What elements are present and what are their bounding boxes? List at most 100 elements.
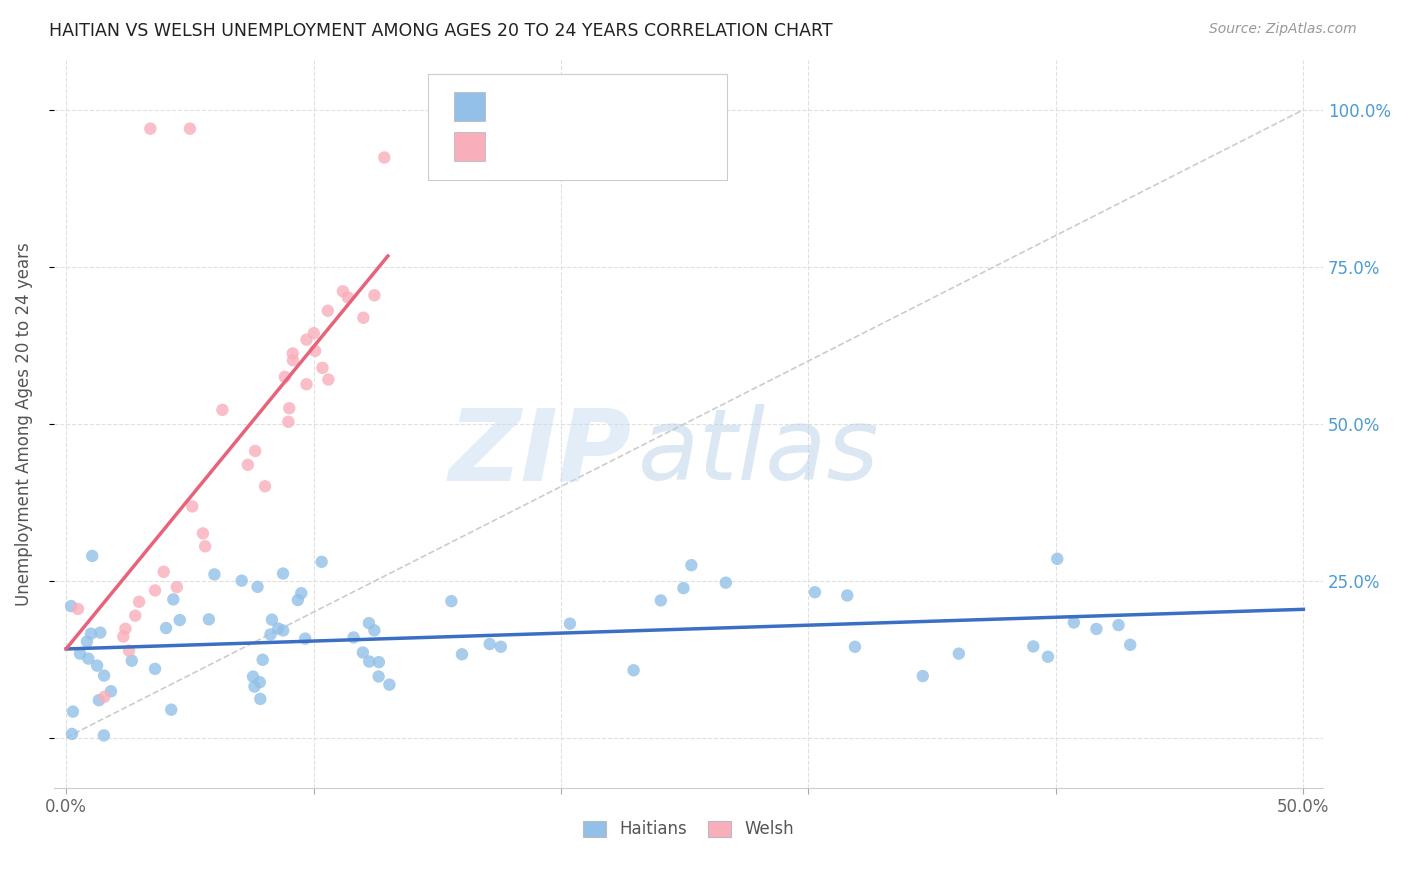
Point <box>281 353 304 368</box>
Point <box>181 500 204 514</box>
Point <box>378 678 401 692</box>
Point <box>162 592 184 607</box>
Point <box>121 654 143 668</box>
Point <box>231 574 253 588</box>
Point <box>363 624 385 638</box>
Point <box>87 693 110 707</box>
Point <box>143 583 166 598</box>
Point <box>311 555 333 569</box>
Point <box>198 612 221 626</box>
Y-axis label: Unemployment Among Ages 20 to 24 years: Unemployment Among Ages 20 to 24 years <box>15 242 32 606</box>
Point <box>451 647 474 661</box>
Point <box>204 567 226 582</box>
Point <box>114 622 136 636</box>
Point <box>166 580 188 594</box>
Point <box>155 621 177 635</box>
Point <box>304 343 326 358</box>
Point <box>311 360 333 375</box>
Point <box>1119 638 1142 652</box>
FancyBboxPatch shape <box>454 92 485 121</box>
Point <box>295 377 318 392</box>
Point <box>236 458 259 472</box>
Point <box>489 640 512 654</box>
Point <box>112 630 135 644</box>
Point <box>66 602 89 616</box>
Point <box>281 346 304 360</box>
Text: -0.035: -0.035 <box>543 101 600 116</box>
Point <box>1063 615 1085 630</box>
Point <box>60 599 83 613</box>
Point <box>242 670 264 684</box>
Point <box>243 680 266 694</box>
Point <box>191 526 214 541</box>
Point <box>254 479 277 493</box>
Point <box>302 326 325 341</box>
Point <box>478 637 501 651</box>
Point <box>62 705 84 719</box>
Point <box>844 640 866 654</box>
Point <box>60 727 83 741</box>
Point <box>1046 551 1069 566</box>
Point <box>243 444 266 458</box>
Point <box>336 290 359 304</box>
Text: N =: N = <box>631 141 668 156</box>
Point <box>623 663 645 677</box>
Point <box>267 622 290 636</box>
Point <box>363 288 385 302</box>
Point <box>1022 640 1045 654</box>
Point <box>373 151 395 165</box>
Text: HAITIAN VS WELSH UNEMPLOYMENT AMONG AGES 20 TO 24 YEARS CORRELATION CHART: HAITIAN VS WELSH UNEMPLOYMENT AMONG AGES… <box>49 22 832 40</box>
Point <box>86 658 108 673</box>
Point <box>295 333 318 347</box>
Point <box>287 593 309 607</box>
Point <box>332 285 354 299</box>
Point <box>316 303 339 318</box>
Text: ZIP: ZIP <box>449 404 631 501</box>
Point <box>1085 622 1108 636</box>
Point <box>76 634 98 648</box>
Point <box>342 631 364 645</box>
Point <box>77 651 100 665</box>
Point <box>274 370 297 384</box>
Point <box>169 613 191 627</box>
Point <box>118 643 141 657</box>
Point <box>357 616 380 631</box>
Text: Source: ZipAtlas.com: Source: ZipAtlas.com <box>1209 22 1357 37</box>
Point <box>440 594 463 608</box>
Point <box>249 692 271 706</box>
Text: 68: 68 <box>676 101 697 116</box>
Point <box>80 626 103 640</box>
Text: N =: N = <box>631 101 668 116</box>
Point <box>352 310 374 325</box>
Point <box>252 653 274 667</box>
Point <box>837 589 859 603</box>
Point <box>367 669 389 683</box>
Point <box>294 632 316 646</box>
Point <box>367 655 389 669</box>
Point <box>93 668 115 682</box>
Point <box>246 580 269 594</box>
Point <box>143 662 166 676</box>
Point <box>139 121 162 136</box>
Point <box>278 401 301 416</box>
Point <box>271 624 294 638</box>
Point <box>948 647 970 661</box>
Point <box>681 558 703 573</box>
Point <box>911 669 934 683</box>
Point <box>650 593 672 607</box>
Legend: Haitians, Welsh: Haitians, Welsh <box>576 814 800 845</box>
Point <box>352 645 374 659</box>
Point <box>318 373 340 387</box>
Point <box>271 566 294 581</box>
Point <box>1036 649 1059 664</box>
Text: 0.482: 0.482 <box>543 141 593 156</box>
Point <box>260 613 283 627</box>
Point <box>179 121 201 136</box>
Point <box>128 595 150 609</box>
Text: R =: R = <box>492 141 531 156</box>
Text: R =: R = <box>492 101 527 116</box>
Point <box>194 539 217 553</box>
Point <box>100 684 122 698</box>
Point <box>277 415 299 429</box>
Point <box>93 728 115 742</box>
